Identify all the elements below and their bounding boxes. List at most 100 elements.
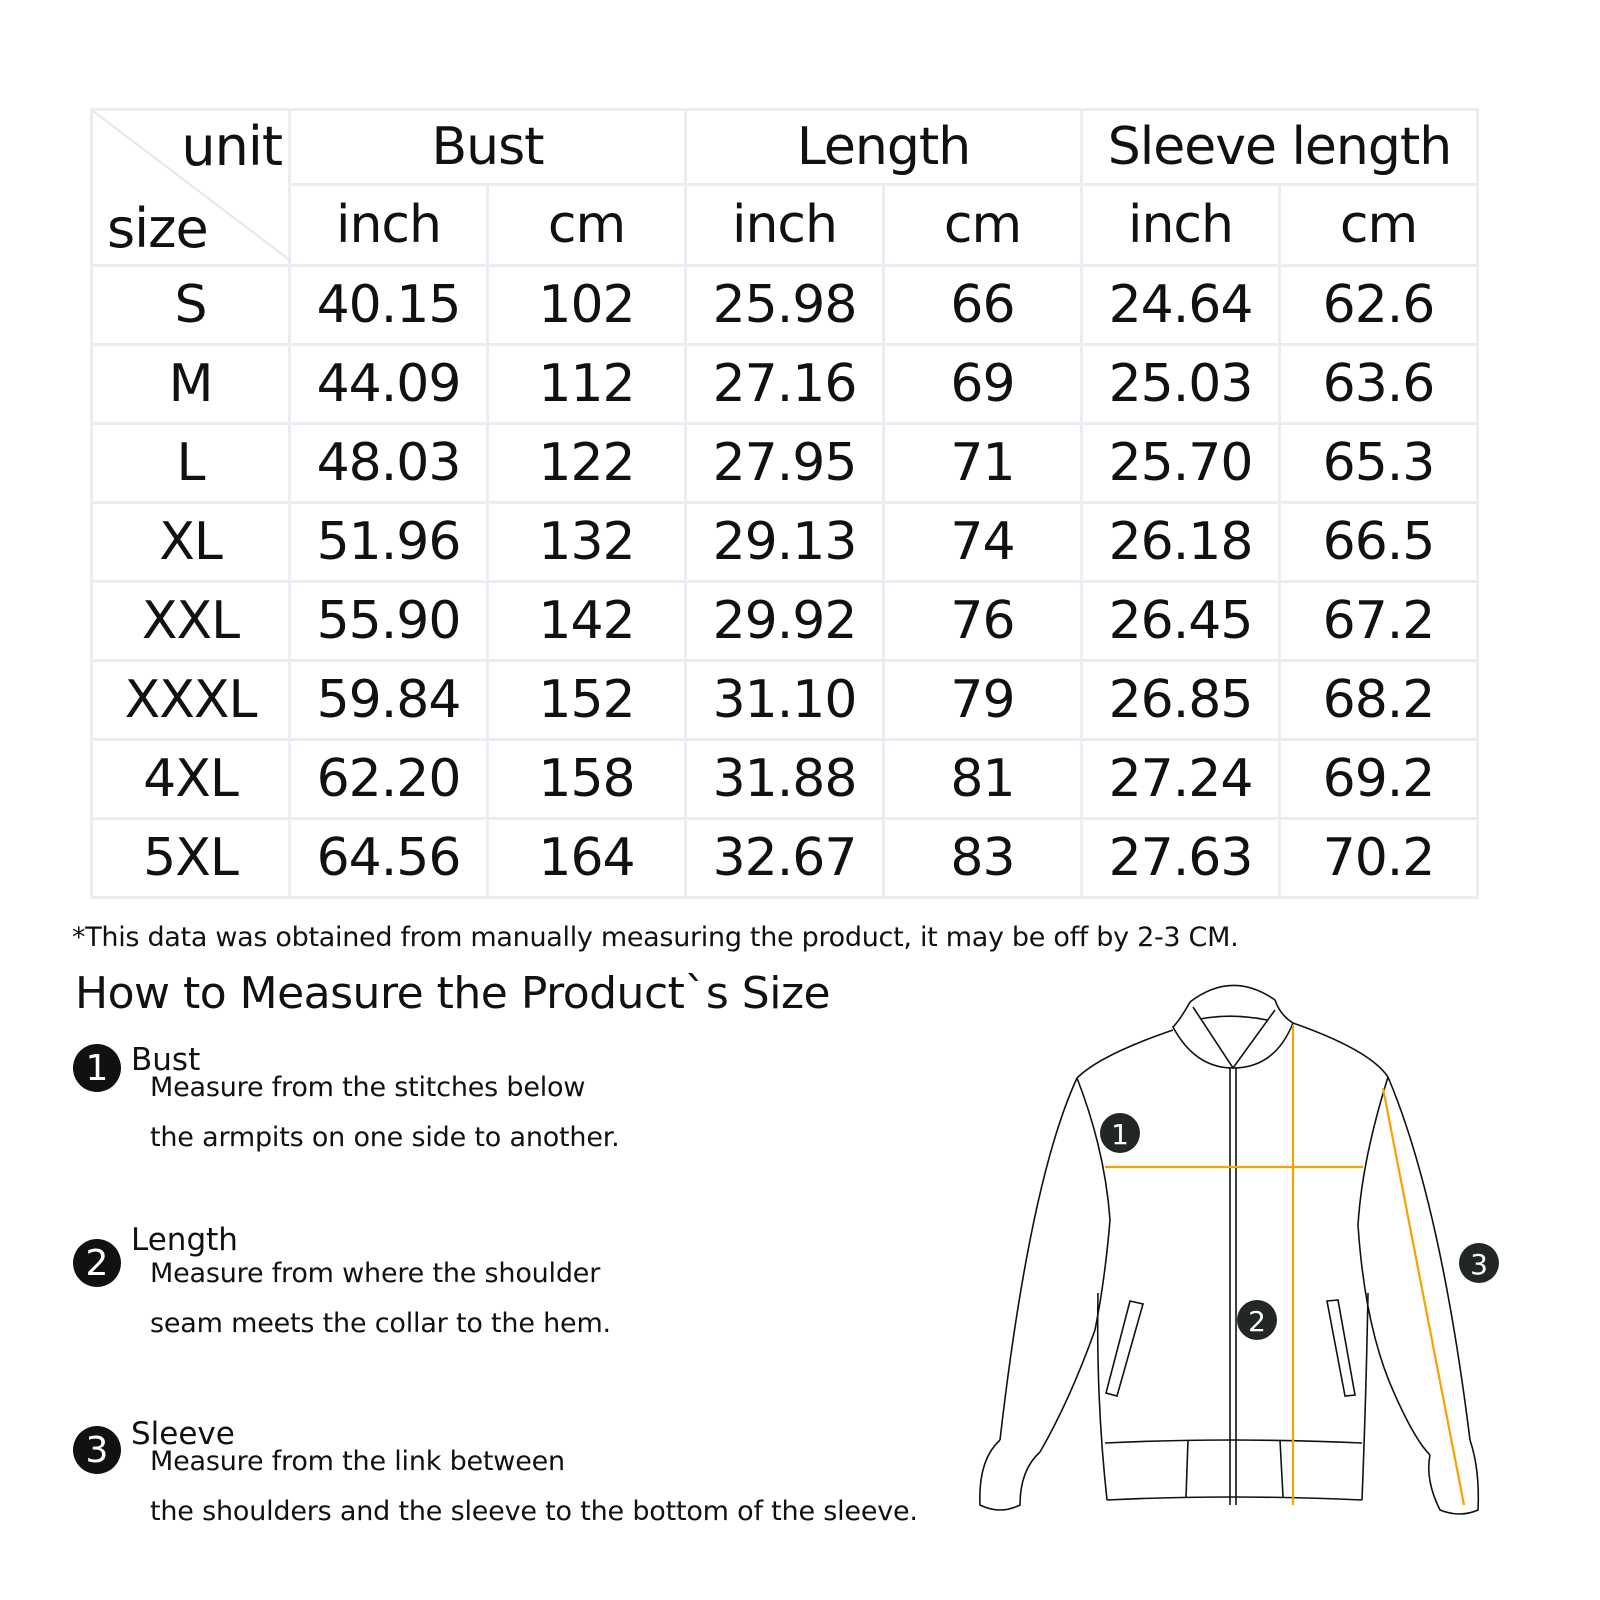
value-cell: 112 xyxy=(486,343,687,425)
value-cell: 31.10 xyxy=(684,659,885,741)
measure-desc-length: Measure from where the shoulder seam mee… xyxy=(150,1249,611,1349)
desc-line: seam meets the collar to the hem. xyxy=(150,1308,611,1339)
desc-line: Measure from the link between xyxy=(150,1446,565,1477)
value-cell: 25.03 xyxy=(1080,343,1281,425)
unit-header: cm xyxy=(1278,183,1479,267)
group-header-bust: Bust xyxy=(288,108,687,186)
value-cell: 40.15 xyxy=(288,264,489,346)
size-row-4xl: 4XL 62.20 158 31.88 81 27.24 69.2 xyxy=(90,738,1479,820)
value-cell: 25.70 xyxy=(1080,422,1281,504)
jacket-outline xyxy=(979,984,1480,1515)
value-cell: 44.09 xyxy=(288,343,489,425)
value-cell: 81 xyxy=(882,738,1083,820)
number-badge-1: 1 xyxy=(73,1044,121,1092)
diagram-badge-2-label: 2 xyxy=(1248,1305,1266,1338)
size-cell: XXXL xyxy=(90,659,291,741)
measure-label-bust: Bust xyxy=(131,1042,201,1078)
value-cell: 25.98 xyxy=(684,264,885,346)
value-cell: 27.24 xyxy=(1080,738,1281,820)
number-badge-2: 2 xyxy=(73,1239,121,1287)
size-row-s: S 40.15 102 25.98 66 24.64 62.6 xyxy=(90,264,1479,346)
value-cell: 27.63 xyxy=(1080,817,1281,899)
value-cell: 83 xyxy=(882,817,1083,899)
value-cell: 66 xyxy=(882,264,1083,346)
unit-label: unit xyxy=(181,115,283,178)
size-chart-table: unit size Bust Length Sleeve length inch… xyxy=(90,108,1479,899)
diagram-badge-3 xyxy=(1459,1243,1499,1283)
value-cell: 74 xyxy=(882,501,1083,583)
unit-header: inch xyxy=(1080,183,1281,267)
size-label: size xyxy=(107,197,209,260)
size-cell: 4XL xyxy=(90,738,291,820)
group-header-sleeve-length: Sleeve length xyxy=(1080,108,1479,186)
size-cell: XL xyxy=(90,501,291,583)
value-cell: 70.2 xyxy=(1278,817,1479,899)
diagram-badges: 1 2 3 xyxy=(1100,1113,1499,1340)
value-cell: 122 xyxy=(486,422,687,504)
unit-header: cm xyxy=(882,183,1083,267)
desc-line: Measure from where the shoulder xyxy=(150,1258,601,1289)
measure-desc-bust: Measure from the stitches below the armp… xyxy=(150,1063,620,1163)
size-cell: 5XL xyxy=(90,817,291,899)
value-cell: 51.96 xyxy=(288,501,489,583)
value-cell: 152 xyxy=(486,659,687,741)
value-cell: 48.03 xyxy=(288,422,489,504)
unit-header: inch xyxy=(684,183,885,267)
measure-desc-sleeve: Measure from the link between the should… xyxy=(150,1437,918,1537)
value-cell: 62.20 xyxy=(288,738,489,820)
size-row-5xl: 5XL 64.56 164 32.67 83 27.63 70.2 xyxy=(90,817,1479,899)
header-row-groups: unit size Bust Length Sleeve length xyxy=(90,108,1479,267)
value-cell: 102 xyxy=(486,264,687,346)
value-cell: 26.85 xyxy=(1080,659,1281,741)
value-cell: 64.56 xyxy=(288,817,489,899)
value-cell: 26.45 xyxy=(1080,580,1281,662)
value-cell: 164 xyxy=(486,817,687,899)
value-cell: 26.18 xyxy=(1080,501,1281,583)
size-row-xl: XL 51.96 132 29.13 74 26.18 66.5 xyxy=(90,501,1479,583)
unit-header: cm xyxy=(486,183,687,267)
value-cell: 32.67 xyxy=(684,817,885,899)
value-cell: 59.84 xyxy=(288,659,489,741)
size-row-xxxl: XXXL 59.84 152 31.10 79 26.85 68.2 xyxy=(90,659,1479,741)
value-cell: 142 xyxy=(486,580,687,662)
value-cell: 69 xyxy=(882,343,1083,425)
value-cell: 132 xyxy=(486,501,687,583)
size-cell: S xyxy=(90,264,291,346)
value-cell: 65.3 xyxy=(1278,422,1479,504)
desc-line: the armpits on one side to another. xyxy=(150,1122,620,1153)
diagram-badge-1 xyxy=(1100,1113,1140,1153)
number-badge-3: 3 xyxy=(73,1426,121,1474)
size-cell: L xyxy=(90,422,291,504)
desc-line: the shoulders and the sleeve to the bott… xyxy=(150,1496,918,1527)
value-cell: 31.88 xyxy=(684,738,885,820)
value-cell: 27.16 xyxy=(684,343,885,425)
sleeve-measure-line xyxy=(1381,1087,1466,1506)
value-cell: 69.2 xyxy=(1278,738,1479,820)
value-cell: 27.95 xyxy=(684,422,885,504)
value-cell: 79 xyxy=(882,659,1083,741)
section-title: How to Measure the Product`s Size xyxy=(75,968,831,1019)
size-cell: XXL xyxy=(90,580,291,662)
header-row-units: inch cm inch cm inch cm xyxy=(92,183,1479,267)
value-cell: 66.5 xyxy=(1278,501,1479,583)
value-cell: 29.13 xyxy=(684,501,885,583)
desc-line: Measure from the stitches below xyxy=(150,1072,586,1103)
corner-cell: unit size xyxy=(90,108,291,267)
size-row-m: M 44.09 112 27.16 69 25.03 63.6 xyxy=(90,343,1479,425)
value-cell: 62.6 xyxy=(1278,264,1479,346)
value-cell: 55.90 xyxy=(288,580,489,662)
measure-label-length: Length xyxy=(131,1222,238,1258)
value-cell: 24.64 xyxy=(1080,264,1281,346)
value-cell: 71 xyxy=(882,422,1083,504)
value-cell: 68.2 xyxy=(1278,659,1479,741)
value-cell: 29.92 xyxy=(684,580,885,662)
diagram-badge-3-label: 3 xyxy=(1470,1248,1488,1281)
value-cell: 76 xyxy=(882,580,1083,662)
group-header-length: Length xyxy=(684,108,1083,186)
measure-label-sleeve: Sleeve xyxy=(131,1416,235,1452)
measurement-disclaimer: *This data was obtained from manually me… xyxy=(72,922,1239,953)
measure-lines xyxy=(1105,1025,1466,1506)
value-cell: 67.2 xyxy=(1278,580,1479,662)
size-row-l: L 48.03 122 27.95 71 25.70 65.3 xyxy=(90,422,1479,504)
